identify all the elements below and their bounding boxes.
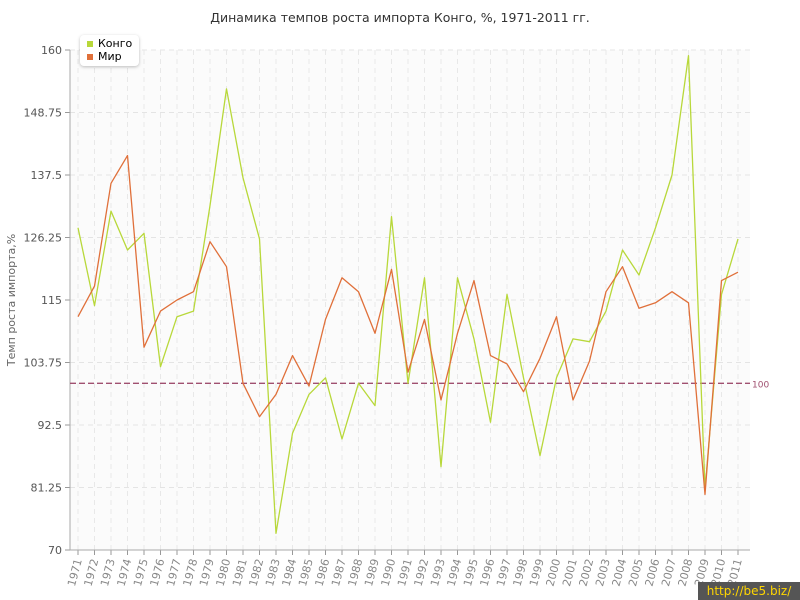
y-tick-label: 137.5 [31, 169, 63, 182]
legend-swatch-mir [87, 53, 93, 60]
series-line-kongo [77, 54, 739, 534]
legend-swatch-kongo [87, 40, 93, 47]
y-tick-label: 126.25 [24, 232, 63, 245]
watermark-link[interactable]: http://be5.biz/ [698, 582, 800, 600]
series-line-mir [77, 154, 739, 496]
y-tick-label: 148.75 [24, 107, 63, 120]
y-tick-label: 115 [41, 294, 62, 307]
y-tick-label: 160 [41, 44, 62, 57]
legend-item-kongo[interactable]: Конго [87, 37, 132, 50]
y-tick-label: 70 [48, 544, 62, 557]
y-axis-label: Темп роста импорта,% [5, 234, 18, 367]
legend-item-mir[interactable]: Мир [87, 50, 132, 63]
y-tick-label: 92.5 [38, 419, 63, 432]
reference-line: 100 [70, 380, 769, 390]
legend-label-mir: Мир [98, 50, 122, 63]
y-tick-label: 103.75 [24, 357, 63, 370]
grid [70, 49, 750, 550]
series [77, 54, 739, 534]
legend: Конго Мир [80, 35, 140, 66]
reference-line-label: 100 [752, 380, 769, 390]
chart-title: Динамика темпов роста импорта Конго, %, … [210, 10, 590, 25]
legend-label-kongo: Конго [98, 37, 133, 50]
plot-area [70, 50, 750, 550]
y-tick-label: 81.25 [31, 482, 63, 495]
